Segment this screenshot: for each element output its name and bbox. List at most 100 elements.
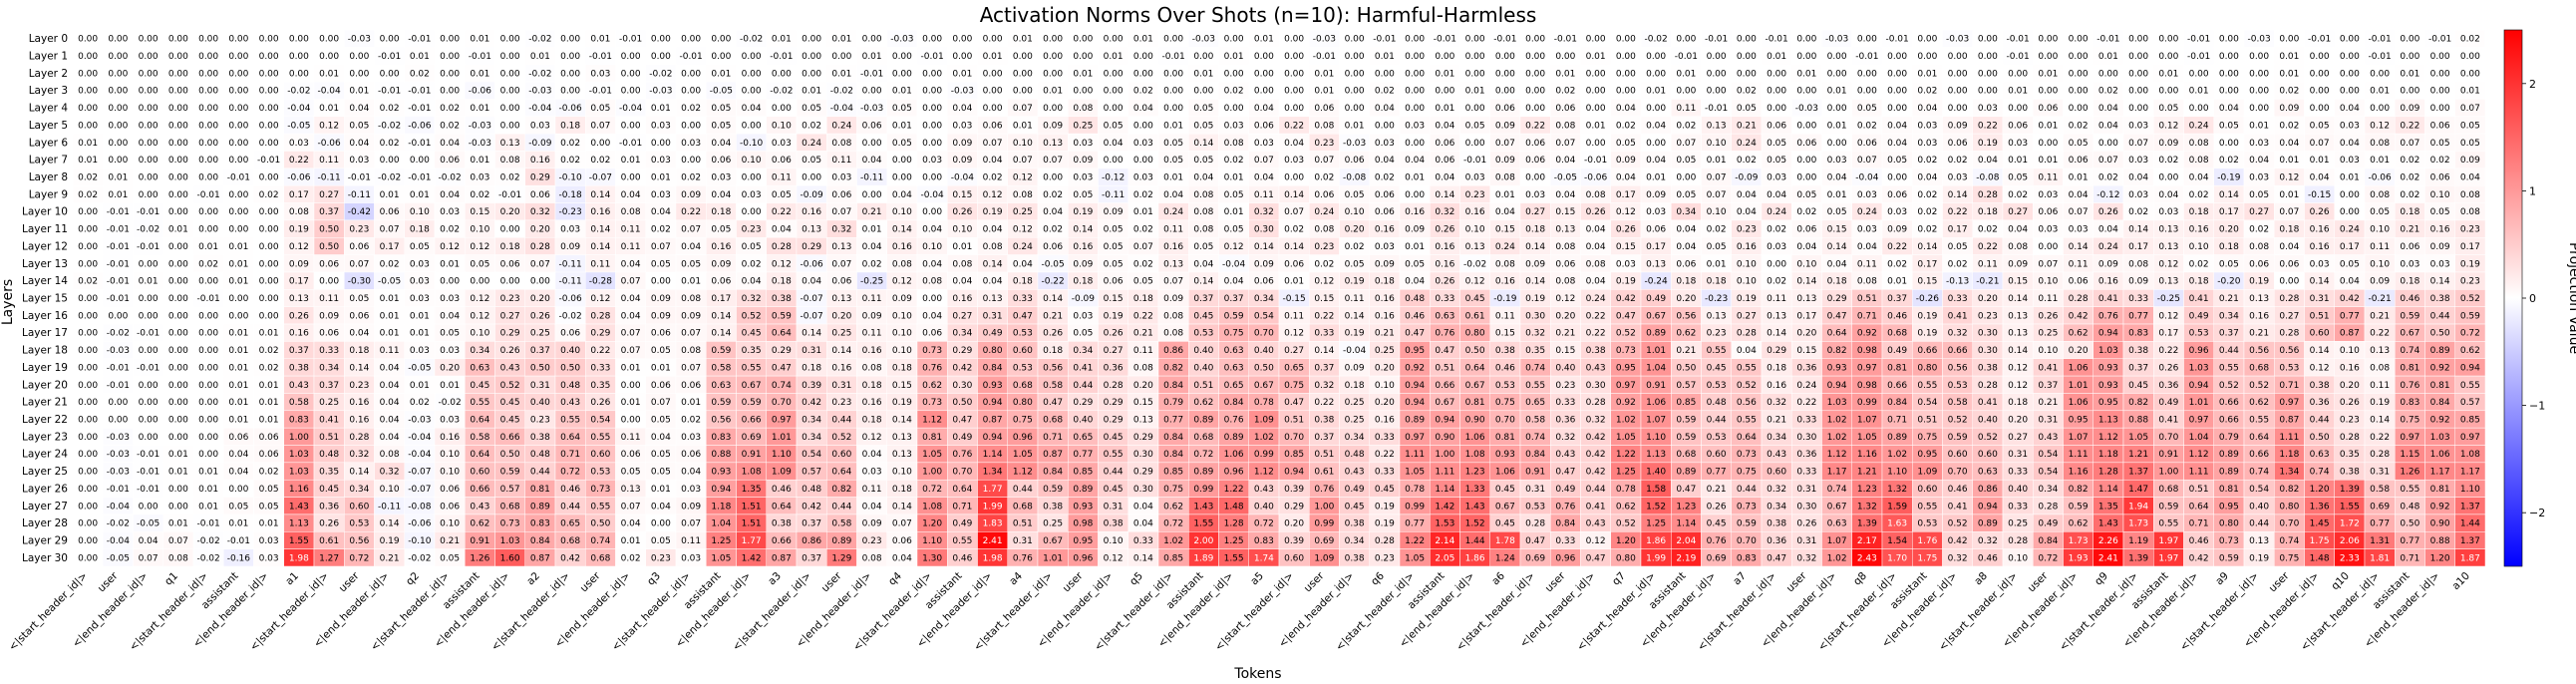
cell-value-label: 0.01 [952,242,972,252]
cell-value-label: 0.00 [259,121,279,131]
cell-value-label: 0.00 [621,121,641,131]
cell-value-label: 0.09 [1495,156,1515,166]
cell-value-label: 0.06 [1375,190,1395,200]
cell-value-label: -0.07 [589,173,612,183]
cell-value-label: 0.53 [1525,502,1545,512]
cell-value-label: 0.00 [228,156,248,166]
cell-value-label: 0.02 [1857,121,1877,131]
cell-value-label: 0.53 [590,468,610,478]
cell-value-label: 0.45 [1375,485,1395,495]
cell-value-label: 0.00 [139,121,159,131]
cell-value-label: -0.01 [137,450,160,460]
cell-value-label: 0.00 [1104,87,1124,97]
cell-value-label: 0.19 [1978,139,1998,149]
cell-value-label: 0.20 [831,311,851,321]
cell-value-label: 0.23 [2460,277,2480,287]
cell-value-label: 0.12 [772,259,792,269]
cell-value-label: 0.75 [2400,415,2419,425]
cell-value-label: 0.03 [862,468,882,478]
cell-value-label: 1.40 [1646,468,1666,478]
cell-value-label: 0.07 [651,398,671,408]
cell-value-label: 0.13 [831,242,851,252]
cell-value-label: 0.66 [1948,346,1968,356]
cell-value-label: -0.01 [107,294,130,304]
cell-value-label: 0.50 [319,225,339,235]
cell-value-label: 0.07 [1495,139,1515,149]
cell-value-label: 0.20 [2008,415,2028,425]
cell-value-label: 0.00 [922,69,942,79]
cell-value-label: 0.00 [78,311,98,321]
cell-value-label: 0.00 [1676,173,1696,183]
cell-value-label: 0.56 [1043,363,1063,373]
cell-value-label: 0.23 [1555,381,1575,391]
cell-value-label: 0.03 [922,156,942,166]
cell-value-label: 0.23 [862,536,882,546]
cell-value-label: 1.32 [1887,485,1907,495]
cell-value-label: 0.18 [1073,277,1093,287]
cell-value-label: 0.29 [590,329,610,339]
cell-value-label: 0.02 [1375,87,1395,97]
cell-value-label: 1.44 [1465,536,1485,546]
cell-value-label: 0.94 [2189,381,2209,391]
cell-value-label: 0.05 [1163,156,1183,166]
cell-value-label: 0.37 [319,207,339,217]
cell-value-label: 0.55 [1525,381,1545,391]
cell-value-label: 0.75 [1163,485,1183,495]
cell-value-label: 0.80 [983,346,1003,356]
cell-value-label: -0.01 [1313,52,1336,62]
cell-value-label: 0.23 [1314,242,1334,252]
cell-value-label: 1.43 [1465,502,1485,512]
cell-value-label: 0.00 [1796,173,1816,183]
cell-value-label: 0.70 [1737,536,1757,546]
cell-value-label: 0.45 [500,415,520,425]
cell-value-label: 0.09 [892,294,912,304]
cell-value-label: 0.03 [2069,225,2089,235]
cell-value-label: 0.41 [2038,363,2058,373]
cell-value-label: 0.04 [1616,104,1636,114]
cell-value-label: 0.00 [1345,69,1365,79]
cell-value-label: -0.01 [107,485,130,495]
cell-value-label: 1.13 [1646,450,1666,460]
cell-value-label: 0.13 [2158,225,2178,235]
cell-value-label: 0.10 [892,346,912,356]
cell-value-label: 0.93 [2098,363,2118,373]
cell-value-label: 0.08 [500,156,520,166]
cell-value-label: 0.00 [168,346,188,356]
cell-value-label: 0.02 [1917,87,1937,97]
cell-value-label: 0.92 [2430,502,2450,512]
cell-value-label: 0.03 [2310,259,2330,269]
cell-value-label: -0.03 [1192,35,1215,45]
cell-value-label: 0.10 [952,225,972,235]
cell-value-label: 0.24 [1737,139,1757,149]
cell-value-label: 0.05 [1193,104,1213,114]
cell-value-label: 0.00 [1375,121,1395,131]
cell-value-label: 0.02 [78,277,98,287]
cell-value-label: 0.55 [1917,502,1937,512]
cell-value-label: 1.03 [289,450,309,460]
cell-value-label: 1.01 [2189,398,2209,408]
cell-value-label: 0.00 [922,87,942,97]
cell-value-label: 0.00 [380,156,400,166]
cell-value-label: 0.01 [1254,35,1274,45]
cell-value-label: 0.47 [1405,329,1425,339]
cell-value-label: 0.16 [440,433,460,443]
cell-value-label: 0.00 [2219,35,2239,45]
cell-value-label: 0.00 [500,225,520,235]
cell-value-label: 0.16 [530,156,550,166]
cell-value-label: 0.66 [1887,381,1907,391]
cell-value-label: 0.43 [2038,433,2058,443]
cell-value-label: 0.00 [1465,139,1485,149]
cell-value-label: 0.00 [1796,52,1816,62]
cell-value-label: 0.02 [2249,225,2269,235]
cell-value-label: 0.02 [2460,35,2480,45]
cell-value-label: 0.42 [1586,468,1606,478]
cell-value-label: 0.40 [1555,363,1575,373]
cell-value-label: 0.06 [772,156,792,166]
cell-value-label: 0.04 [380,415,400,425]
cell-value-label: 0.38 [1345,519,1365,529]
cell-value-label: 0.76 [952,450,972,460]
cell-value-label: 0.00 [1224,35,1244,45]
cell-value-label: 0.54 [802,450,821,460]
cell-value-label: 0.01 [681,277,701,287]
